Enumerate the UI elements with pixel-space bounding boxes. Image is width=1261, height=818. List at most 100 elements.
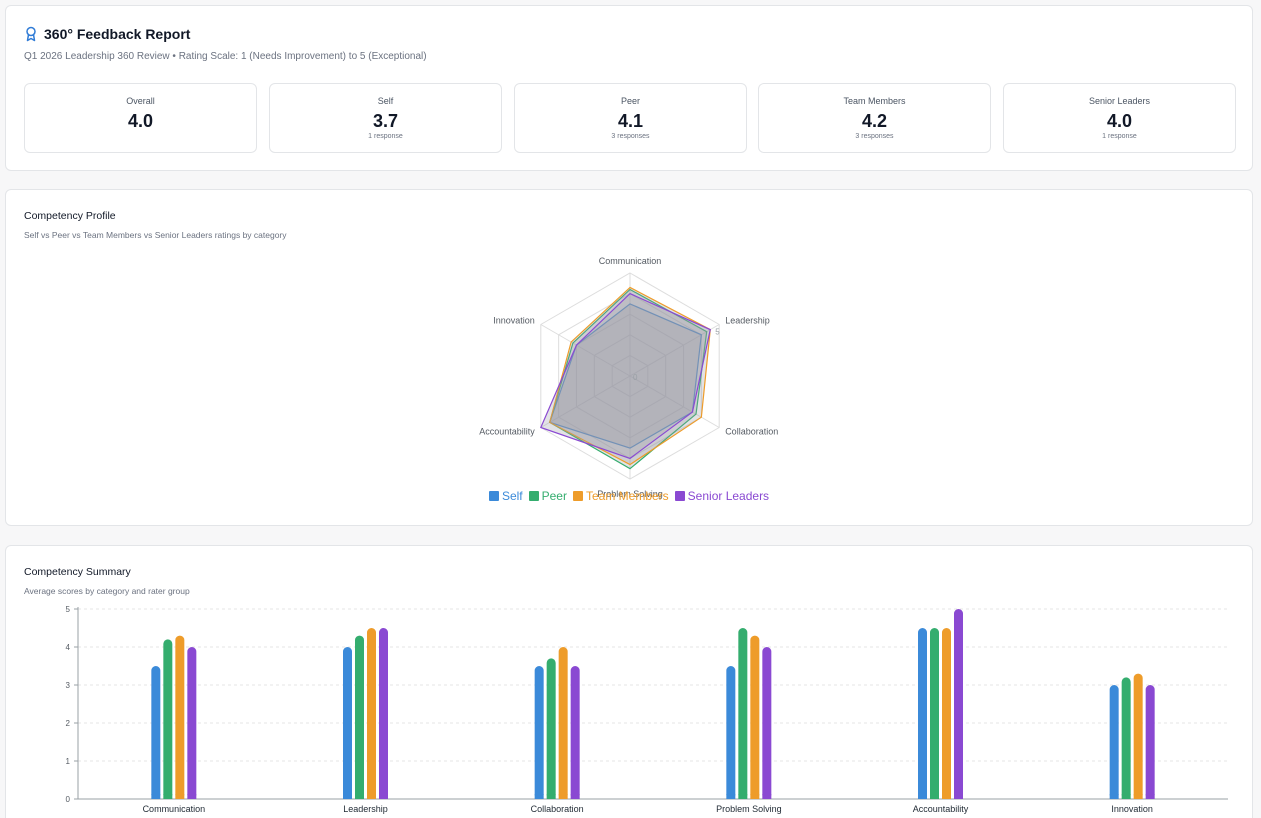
legend-swatch xyxy=(674,491,685,501)
bar-peer xyxy=(738,628,748,799)
x-tick-label: Innovation xyxy=(1111,804,1153,814)
bar-base xyxy=(570,794,580,799)
bar-team-members xyxy=(558,647,568,799)
radar-category-label: Collaboration xyxy=(725,427,778,437)
y-tick-label: 4 xyxy=(66,643,71,652)
stat-note: 3 responses xyxy=(855,133,894,140)
bar-base xyxy=(367,794,376,799)
x-tick-label: Leadership xyxy=(343,804,388,814)
report-subtitle: Q1 2026 Leadership 360 Review • Rating S… xyxy=(24,51,427,62)
bar-base xyxy=(163,794,173,799)
bar-senior-leaders xyxy=(570,666,580,799)
chart-legend: Self Peer Team Members Senior Leaders xyxy=(6,489,1252,503)
stat-card-team-members: Team Members 4.2 3 responses xyxy=(758,83,991,153)
bar-base xyxy=(534,794,544,799)
bar-base xyxy=(942,794,951,799)
bar-team-members xyxy=(367,628,376,799)
bar-self xyxy=(1109,685,1119,799)
stat-value: 3.7 xyxy=(372,111,399,131)
stat-card-overall: Overall 4.0 xyxy=(24,83,257,153)
bar-base xyxy=(151,794,161,799)
bar-base xyxy=(750,794,760,799)
report-header-card: 360° Feedback Report Q1 2026 Leadership … xyxy=(5,5,1253,171)
bar-base xyxy=(1121,794,1131,799)
radar-category-label: Problem Solving xyxy=(597,489,663,499)
radar-category-label: Leadership xyxy=(725,316,770,326)
stat-value: 4.1 xyxy=(617,111,644,131)
stat-label: Team Members xyxy=(843,96,906,106)
bar-base xyxy=(343,794,352,799)
radar-series-peer xyxy=(549,288,708,470)
legend-swatch xyxy=(572,491,583,501)
stat-note: 1 response xyxy=(368,133,403,140)
bar-team-members xyxy=(942,628,951,799)
award-ribbon-icon xyxy=(24,26,38,42)
x-tick-label: Problem Solving xyxy=(716,804,782,814)
section-title: Competency Summary xyxy=(24,566,131,578)
bar-peer xyxy=(930,628,939,799)
y-tick-label: 0 xyxy=(66,795,71,804)
bar-base xyxy=(930,794,939,799)
legend-item-self[interactable]: Self xyxy=(488,489,523,503)
bar-senior-leaders xyxy=(379,628,388,799)
y-tick-label: 1 xyxy=(66,757,71,766)
bar-base xyxy=(379,794,388,799)
bar-base xyxy=(187,794,197,799)
radar-spoke xyxy=(629,375,720,428)
legend-label: Peer xyxy=(541,489,567,503)
bar-self xyxy=(726,666,736,799)
bar-base xyxy=(726,794,736,799)
bar-base xyxy=(918,794,927,799)
competency-summary-card: Competency Summary Average scores by cat… xyxy=(5,545,1253,818)
stat-label: Peer xyxy=(620,96,640,106)
bar-self xyxy=(343,647,352,799)
bar-chart: 0 1 2 3 4 5 Communication Leadership Collaborati… xyxy=(66,605,1228,814)
section-subtitle: Average scores by category and rater gro… xyxy=(24,586,190,596)
radar-tick-label: 0 xyxy=(633,373,638,382)
bar-base xyxy=(762,794,772,799)
section-subtitle: Self vs Peer vs Team Members vs Senior L… xyxy=(24,230,287,240)
bar-team-members xyxy=(1133,673,1143,799)
bar-team-members xyxy=(175,635,185,799)
bar-senior-leaders xyxy=(954,609,963,799)
legend-label: Senior Leaders xyxy=(687,489,770,503)
stat-label: Senior Leaders xyxy=(1088,96,1151,106)
bar-base xyxy=(738,794,748,799)
legend-item-peer[interactable]: Peer xyxy=(528,489,567,503)
stat-label: Self xyxy=(377,96,394,106)
stat-value: 4.0 xyxy=(1106,111,1133,131)
x-tick-label: Collaboration xyxy=(531,804,584,814)
bar-peer xyxy=(355,635,364,799)
legend-item-senior-leaders[interactable]: Senior Leaders xyxy=(674,489,770,503)
bar-self xyxy=(151,666,161,799)
bar-team-members xyxy=(750,635,760,799)
legend-item-team-members[interactable]: Team Members xyxy=(572,489,669,503)
report-title-text: 360° Feedback Report xyxy=(44,26,191,42)
y-tick-label: 2 xyxy=(66,719,71,728)
bar-base xyxy=(954,794,963,799)
y-tick-label: 5 xyxy=(66,605,71,614)
bar-senior-leaders xyxy=(187,647,197,799)
report-title: 360° Feedback Report xyxy=(24,26,190,42)
competency-profile-card: Competency Profile Self vs Peer vs Team … xyxy=(5,189,1253,526)
x-tick-label: Communication xyxy=(143,804,206,814)
radar-series-senior-leaders xyxy=(539,292,711,460)
stat-card-self: Self 3.7 1 response xyxy=(269,83,502,153)
bar-base xyxy=(558,794,568,799)
bar-senior-leaders xyxy=(1145,685,1155,799)
bar-base xyxy=(1145,794,1155,799)
radar-spoke xyxy=(540,375,631,428)
radar-category-label: Innovation xyxy=(493,316,535,326)
bar-peer xyxy=(546,658,556,799)
radar-category-label: Accountability xyxy=(479,427,535,437)
radar-spoke xyxy=(540,324,631,377)
bar-peer xyxy=(1121,677,1131,799)
legend-swatch xyxy=(488,491,499,501)
bar-self xyxy=(918,628,927,799)
bar-peer xyxy=(163,639,173,799)
radar-tick-label: 5 xyxy=(715,328,720,337)
radar-spoke xyxy=(629,324,720,377)
bar-self xyxy=(534,666,544,799)
radar-category-label: Communication xyxy=(599,256,662,266)
bar-base xyxy=(546,794,556,799)
